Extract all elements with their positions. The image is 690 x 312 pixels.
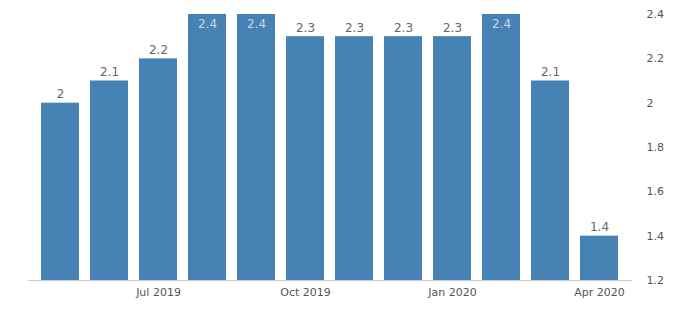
svg-text:2.1: 2.1 (100, 65, 119, 79)
svg-text:Apr 2020: Apr 2020 (574, 286, 625, 299)
svg-text:1.4: 1.4 (590, 220, 609, 234)
svg-text:1.4: 1.4 (647, 230, 665, 243)
svg-text:2.2: 2.2 (647, 52, 665, 65)
svg-text:2.1: 2.1 (541, 65, 560, 79)
svg-text:1.8: 1.8 (647, 141, 665, 154)
svg-text:2: 2 (57, 87, 65, 101)
svg-text:1.6: 1.6 (647, 185, 665, 198)
svg-text:2.3: 2.3 (394, 21, 413, 35)
svg-text:2.3: 2.3 (443, 21, 462, 35)
svg-text:2: 2 (647, 97, 654, 110)
svg-text:2.4: 2.4 (247, 17, 266, 31)
svg-text:2.4: 2.4 (198, 17, 217, 31)
svg-text:2.3: 2.3 (296, 21, 315, 35)
svg-text:Oct 2019: Oct 2019 (280, 286, 331, 299)
svg-text:2.3: 2.3 (345, 21, 364, 35)
svg-text:2.4: 2.4 (647, 8, 665, 21)
svg-text:2.4: 2.4 (492, 17, 511, 31)
svg-text:Jan 2020: Jan 2020 (427, 286, 476, 299)
svg-text:2.2: 2.2 (149, 43, 168, 57)
svg-text:Jul 2019: Jul 2019 (135, 286, 181, 299)
svg-text:1.2: 1.2 (647, 274, 665, 287)
